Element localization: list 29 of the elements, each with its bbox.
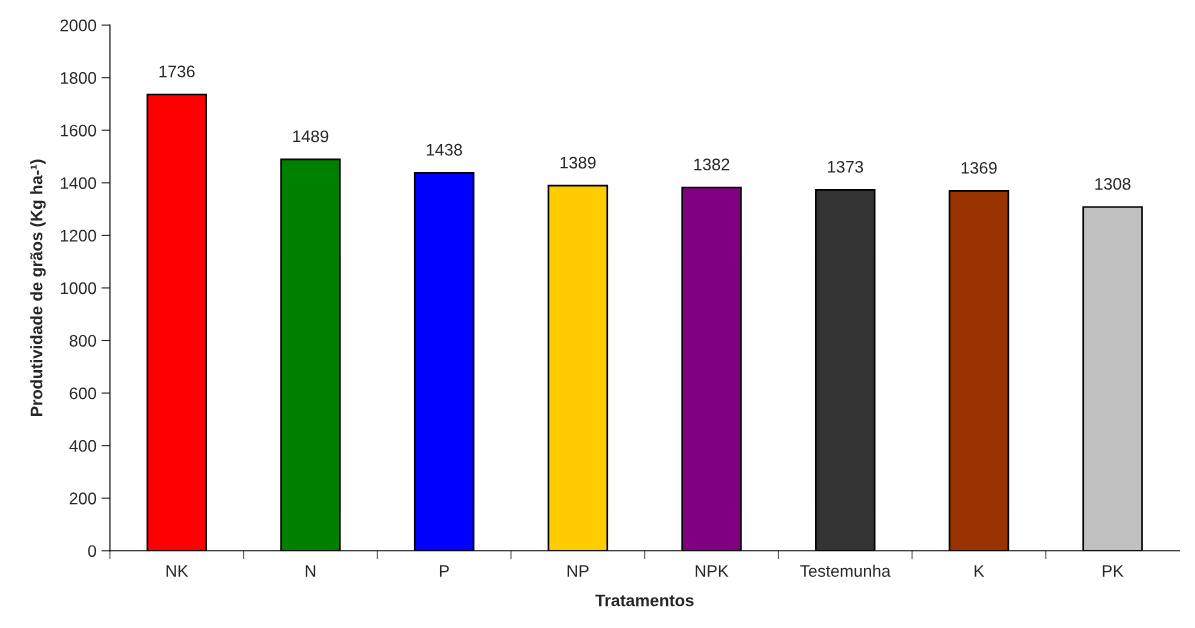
x-tick-label: NPK: [695, 565, 729, 577]
y-tick-label: 1400: [60, 177, 97, 190]
data-label: 1369: [961, 161, 997, 174]
x-axis-title: Tratamentos: [595, 594, 694, 607]
y-tick-label: 400: [69, 440, 97, 452]
y-tick-label: 1000: [60, 282, 97, 295]
data-label: 1382: [694, 158, 730, 171]
x-tick-label: NP: [567, 565, 589, 577]
data-label: 1373: [827, 160, 864, 173]
y-tick-label: 2000: [60, 19, 97, 32]
x-tick-label: N: [305, 565, 316, 577]
y-tick-label: 0: [88, 545, 97, 557]
data-label: 1308: [1095, 178, 1131, 190]
y-axis-title: Produtividade de grãos (Kg ha-¹): [30, 159, 46, 416]
y-tick-label: 1600: [60, 124, 97, 137]
x-tick-label: NK: [166, 565, 189, 577]
data-label: 1438: [426, 143, 462, 156]
x-tick-label: PK: [1102, 565, 1124, 577]
data-label: 1489: [293, 130, 329, 143]
x-tick-label: Testemunha: [800, 564, 891, 577]
data-label: 1389: [560, 156, 596, 169]
x-tick-label: K: [974, 565, 985, 577]
y-tick-label: 200: [69, 492, 97, 505]
y-tick-label: 1800: [60, 72, 97, 84]
x-tick-label: P: [439, 565, 449, 577]
y-tick-label: 1200: [60, 229, 97, 242]
data-label: 1736: [159, 65, 195, 78]
y-tick-label: 600: [69, 387, 97, 400]
y-tick-label: 800: [69, 334, 97, 347]
